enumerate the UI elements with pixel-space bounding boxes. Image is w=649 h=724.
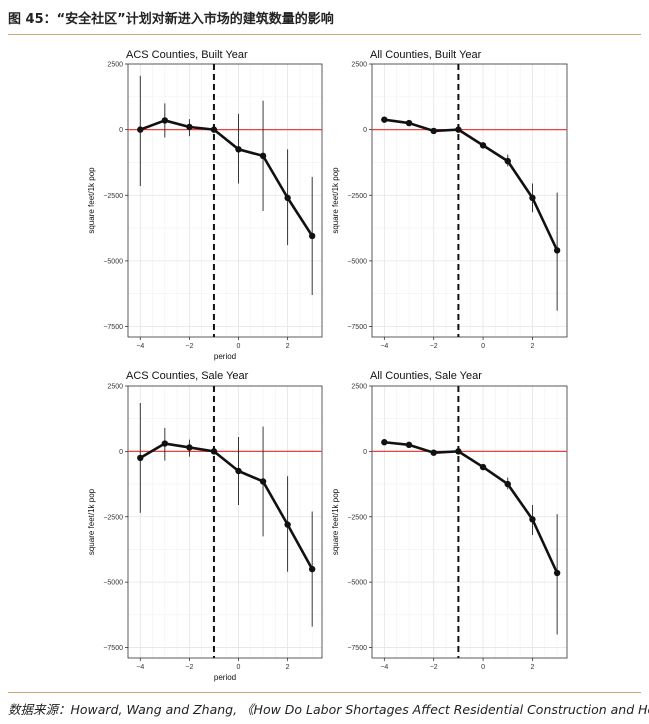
y-tick-label: 2500	[107, 62, 123, 69]
data-point	[161, 117, 169, 124]
data-point	[381, 116, 388, 123]
plot-background	[128, 64, 322, 337]
y-tick-label: −2500	[347, 193, 367, 200]
figure-title: 图 45：“安全社区”计划对新进入市场的建筑数量的影响	[8, 12, 334, 27]
y-tick-label: −7500	[103, 645, 123, 652]
series-line	[384, 118, 559, 251]
y-tick-label: −5000	[347, 258, 367, 265]
data-point	[186, 444, 193, 451]
panel-title: All Counties, Built Year	[370, 49, 482, 61]
chart-panel-1: −4 −2 0 2 2500 0 −2500 −5000 −7500 ACS Counties, …	[87, 49, 323, 361]
x-tick-label: 2	[530, 343, 534, 350]
data-point	[284, 194, 291, 202]
y-axis-label: square feet/1k pop	[331, 488, 340, 555]
title-divider	[8, 34, 641, 35]
data-point	[259, 152, 267, 160]
plot-background	[372, 386, 567, 658]
data-point	[210, 126, 218, 133]
x-tick-label: 0	[481, 343, 485, 350]
data-point	[529, 194, 536, 202]
x-axis-label: period	[214, 673, 236, 682]
chart-panel-4: −4 −2 0 2 2500 0 −2500 −5000 −7500 All Counties, …	[331, 370, 568, 671]
x-tick-label: 0	[237, 343, 241, 350]
chart-panel-2: −4 −2 0 2 2500 0 −2500 −5000 −7500 All Counties, …	[331, 49, 568, 350]
y-tick-label: 0	[363, 449, 367, 456]
y-tick-label: −2500	[347, 514, 367, 521]
x-tick-label: 2	[286, 343, 290, 350]
chart-panel-3: −4 −2 0 2 2500 0 −2500 −5000 −7500 ACS Counties, …	[87, 370, 323, 682]
data-point	[553, 247, 561, 254]
data-point	[455, 126, 462, 133]
data-point	[235, 467, 242, 475]
plot-background	[372, 64, 567, 337]
data-point	[137, 454, 144, 462]
panel-title: ACS Counties, Sale Year	[126, 370, 249, 382]
data-point	[430, 127, 437, 135]
y-tick-label: 0	[119, 127, 123, 134]
x-tick-label: −4	[380, 664, 388, 671]
data-point	[210, 448, 218, 455]
y-tick-label: −7500	[347, 324, 367, 331]
x-tick-label: 0	[237, 664, 241, 671]
data-point	[308, 232, 316, 240]
x-axis-label: period	[214, 352, 236, 361]
y-tick-label: 0	[363, 127, 367, 134]
y-tick-label: −2500	[103, 514, 123, 521]
y-tick-label: −5000	[103, 580, 123, 587]
y-tick-label: −7500	[103, 324, 123, 331]
y-tick-label: −2500	[103, 193, 123, 200]
data-point	[479, 463, 487, 471]
data-point	[504, 157, 511, 165]
data-point	[259, 478, 267, 485]
plot-border	[127, 63, 323, 338]
data-point	[529, 516, 536, 523]
series-line	[139, 119, 314, 237]
data-point	[405, 119, 413, 127]
x-tick-label: −4	[380, 343, 388, 350]
series-line	[384, 440, 559, 574]
x-tick-label: 2	[530, 664, 534, 671]
x-tick-label: −2	[430, 343, 438, 350]
data-point	[284, 521, 291, 528]
data-point	[186, 123, 193, 131]
panel-title: ACS Counties, Built Year	[126, 49, 248, 61]
source-note: 数据来源：Howard, Wang and Zhang, 《How Do Lab…	[8, 702, 649, 717]
y-tick-label: −5000	[103, 258, 123, 265]
x-tick-label: −2	[430, 664, 438, 671]
data-point	[504, 480, 511, 488]
data-point	[137, 126, 144, 133]
x-tick-label: −4	[136, 343, 144, 350]
data-point	[308, 565, 316, 573]
x-tick-label: 0	[481, 664, 485, 671]
data-point	[405, 441, 413, 449]
panel-title: All Counties, Sale Year	[370, 370, 482, 382]
series-line	[139, 442, 314, 570]
x-tick-label: −2	[185, 664, 193, 671]
y-tick-label: 2500	[351, 384, 367, 391]
plot-border	[371, 385, 568, 659]
y-axis-label: square feet/1k pop	[87, 488, 96, 555]
y-axis-label: square feet/1k pop	[87, 167, 96, 234]
plot-border	[371, 63, 568, 338]
data-point	[235, 146, 242, 153]
y-axis-label: square feet/1k pop	[331, 167, 340, 234]
data-point	[381, 439, 388, 446]
x-tick-label: −2	[185, 343, 193, 350]
data-point	[430, 449, 437, 456]
plot-border	[127, 385, 323, 659]
data-point	[553, 569, 561, 577]
data-point	[479, 142, 487, 149]
plot-background	[128, 386, 322, 658]
y-tick-label: 0	[119, 449, 123, 456]
x-tick-label: 2	[286, 664, 290, 671]
x-tick-label: −4	[136, 664, 144, 671]
y-tick-label: −5000	[347, 580, 367, 587]
data-point	[161, 440, 169, 447]
data-point	[455, 448, 462, 455]
y-tick-label: 2500	[351, 62, 367, 69]
y-tick-label: 2500	[107, 384, 123, 391]
source-divider	[8, 692, 641, 693]
y-tick-label: −7500	[347, 645, 367, 652]
